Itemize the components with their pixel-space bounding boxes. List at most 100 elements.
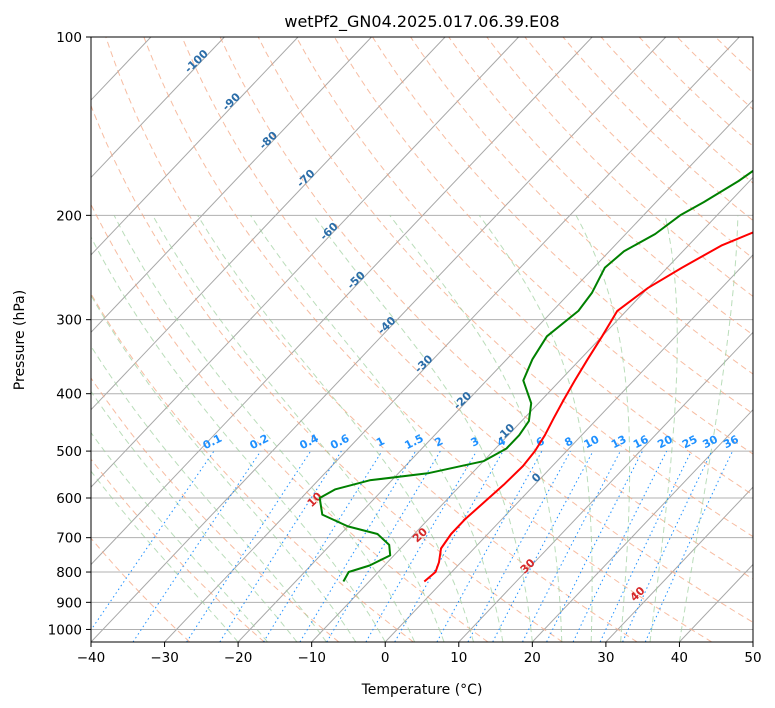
- dry-adiabat-line: [754, 37, 775, 642]
- y-tick-label: 800: [56, 565, 82, 581]
- dry-adiabat-line: [91, 458, 265, 642]
- mixing-ratio-label: 30: [700, 433, 720, 452]
- moist-adiabat-line: [250, 215, 504, 642]
- moist-adiabat-line: [197, 215, 474, 642]
- x-tick-label: 30: [597, 650, 614, 666]
- mixing-ratio-line: [219, 450, 342, 642]
- mixing-ratio-label: 0.4: [297, 432, 321, 453]
- isotherm-line: [91, 37, 519, 488]
- x-tick-label: −10: [297, 650, 326, 666]
- isotherm-label: -40: [375, 314, 399, 337]
- mixing-ratio-line: [467, 450, 571, 642]
- x-tick-label: 40: [671, 650, 688, 666]
- mixing-ratio-line: [599, 450, 692, 642]
- mixing-ratio-label: 36: [721, 433, 741, 452]
- isotherm-line: [0, 37, 4, 642]
- x-tick-label: 20: [524, 650, 541, 666]
- dry-adiabat-line: [91, 203, 489, 642]
- x-axis-label: Temperature (°C): [361, 682, 483, 698]
- y-tick-label: 300: [56, 313, 82, 329]
- moist-adiabat-line: [152, 215, 445, 642]
- mixing-ratio-line: [263, 450, 383, 642]
- mixing-ratio-line: [299, 450, 417, 642]
- dry-adiabat-line: [105, 37, 638, 642]
- dry-adiabat-line: [91, 537, 191, 642]
- moist-adiabat-line: [389, 214, 563, 642]
- mixing-ratio-line: [622, 450, 713, 642]
- y-tick-label: 1000: [48, 622, 82, 638]
- y-tick-label: 700: [56, 531, 82, 547]
- mixing-ratio-label: 25: [680, 433, 700, 452]
- x-tick-label: −30: [150, 650, 179, 666]
- mixing-ratio-label: 0.1: [201, 432, 224, 452]
- dry-adiabat-line: [91, 292, 414, 642]
- dry-adiabat-line: [486, 37, 753, 297]
- dry-adiabat-line: [600, 37, 753, 184]
- y-tick-label: 200: [56, 208, 82, 224]
- mixing-ratio-line: [436, 450, 543, 642]
- mixing-ratio-line: [546, 450, 643, 642]
- temperature-line: [423, 231, 753, 583]
- dry-adiabat-line: [91, 377, 340, 642]
- dry-adiabat-line: [448, 37, 753, 336]
- dry-adiabat-line: [295, 37, 753, 496]
- dry-adiabat-line: [219, 37, 753, 580]
- plot-frame: [90, 36, 754, 643]
- mixing-ratio-label: 20: [655, 433, 675, 452]
- y-tick-label: 900: [56, 595, 82, 611]
- isotherm-label: -90: [220, 90, 244, 113]
- dry-adiabat-line: [638, 37, 753, 147]
- y-axis-label: Pressure (hPa): [12, 290, 28, 390]
- moist-adiabat-line: [575, 215, 631, 642]
- isotherm-line: [384, 254, 753, 642]
- moist-adiabat-line: [313, 215, 533, 642]
- moist-adiabat-line: [91, 431, 268, 642]
- x-tick-label: 50: [744, 650, 761, 666]
- dry-adiabat-line: [181, 37, 753, 623]
- isotherm-label: -70: [294, 167, 318, 190]
- isotherm-line: [237, 99, 753, 642]
- x-tick-label: 0: [381, 650, 390, 666]
- isotherm-line: [91, 37, 299, 256]
- x-tick-label: 10: [450, 650, 467, 666]
- mixing-ratio-label: 8: [562, 434, 575, 449]
- dry-adiabat-line: [524, 37, 753, 259]
- isotherm-label: -20: [451, 389, 475, 412]
- dry-adiabat-line: [410, 37, 753, 375]
- isotherm-line: [605, 486, 753, 642]
- mixing-ratio-label: 1.5: [402, 432, 425, 452]
- mixing-ratio-label: 13: [609, 433, 629, 452]
- dewpoint-line: [318, 169, 753, 582]
- mixing-ratio-line: [394, 450, 504, 642]
- isotherm-line: [752, 641, 753, 642]
- dry-adiabat-line: [372, 37, 753, 415]
- y-tick-label: 100: [56, 30, 82, 46]
- isotherm-line: [91, 37, 667, 642]
- isotherm-line: [91, 37, 372, 334]
- moist-adiabat-line: [678, 215, 739, 642]
- mixing-ratio-line: [132, 450, 262, 642]
- moist-adiabat-line: [113, 215, 416, 642]
- mixing-ratio-line: [91, 450, 215, 631]
- dry-adiabat-line: [91, 104, 563, 642]
- mixing-ratio-line: [644, 450, 734, 642]
- moist-adiabat-line: [478, 215, 593, 642]
- x-tick-label: −40: [77, 650, 106, 666]
- isotherm-line: [91, 37, 225, 179]
- isotherm-label: -100: [182, 47, 211, 76]
- dry-adiabat-line: [562, 37, 753, 222]
- dry-adiabat-label: 30: [518, 556, 538, 576]
- mixing-ratio-line: [572, 450, 668, 642]
- isotherm-line: [164, 37, 740, 642]
- isotherm-label: -50: [345, 268, 369, 291]
- dry-adiabat-line: [143, 37, 713, 642]
- y-tick-label: 600: [56, 491, 82, 507]
- moist-adiabat-line: [91, 470, 239, 642]
- mixing-ratio-label: 10: [582, 433, 602, 452]
- isotherm-line: [91, 37, 593, 566]
- mixing-ratio-line: [186, 450, 312, 642]
- moist-adiabat-line: [91, 236, 386, 642]
- mixing-ratio-line: [326, 450, 441, 642]
- y-tick-label: 400: [56, 387, 82, 403]
